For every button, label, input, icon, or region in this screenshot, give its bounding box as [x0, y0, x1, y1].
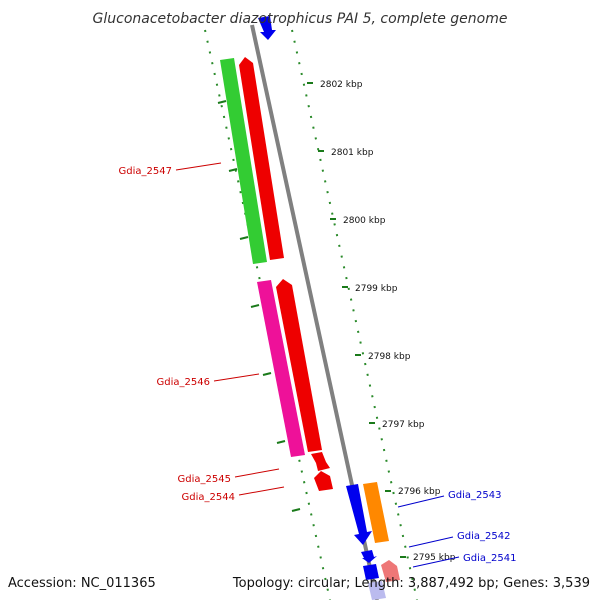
tick-label: 2801 kbp: [331, 148, 374, 158]
inner-tick: [276, 440, 286, 444]
gene-arrow-blue-2: [361, 550, 377, 563]
map-title: Gluconacetobacter diazotrophicus PAI 5, …: [93, 11, 508, 27]
tick-label: 2800 kbp: [343, 216, 386, 226]
inner-tick: [239, 236, 249, 240]
scale-tick: 2802 kbp: [307, 80, 363, 90]
gene-arrow-blue-top: [258, 16, 276, 40]
scale-tick: 2799 kbp: [342, 284, 398, 294]
gene-arrow-orange: [363, 482, 389, 543]
scale-tick: 2801 kbp: [318, 148, 374, 158]
gene-features: [220, 16, 400, 600]
inner-track-ticks: [217, 100, 301, 512]
inner-tick: [250, 304, 260, 308]
scale-ticks: 2802 kbp 2801 kbp 2800 kbp 2799 kbp 2798…: [307, 80, 456, 563]
gene-labels: Gdia_2547 Gdia_2546 Gdia_2545 Gdia_2544 …: [119, 162, 516, 568]
gene-arrow-red-small-1: [311, 452, 330, 471]
topology-text: Topology: circular; Length: 3,887,492 bp…: [232, 576, 590, 591]
scale-tick: 2798 kbp: [355, 352, 411, 362]
leader-line: [397, 495, 445, 508]
tick-label: 2795 kbp: [413, 553, 456, 563]
leader-line: [234, 468, 280, 478]
gene-label: Gdia_2547: [119, 166, 172, 177]
accession-text: Accession: NC_011365: [8, 576, 156, 591]
gene-arrow-magenta: [257, 280, 305, 457]
gene-arrow-red-1: [239, 57, 284, 260]
scale-tick: 2795 kbp: [400, 553, 456, 563]
inner-tick: [262, 372, 272, 376]
tick-label: 2802 kbp: [320, 80, 363, 90]
gene-label: Gdia_2543: [448, 490, 501, 501]
gene-arrow-red-2: [276, 279, 322, 452]
gene-arrow-pink: [381, 560, 400, 582]
gene-arrow-blue-1: [346, 484, 372, 545]
scale-tick: 2800 kbp: [330, 216, 386, 226]
gene-label: Gdia_2546: [157, 377, 210, 388]
gene-arrow-red-small-2: [314, 471, 333, 491]
gene-label: Gdia_2544: [182, 492, 235, 503]
inner-tick: [291, 508, 301, 512]
gene-label: Gdia_2541: [463, 553, 516, 564]
leader-line: [408, 536, 454, 548]
leader-line: [238, 486, 285, 496]
tick-label: 2798 kbp: [368, 352, 411, 362]
inner-tick: [228, 168, 238, 172]
gene-label: Gdia_2542: [457, 531, 510, 542]
gene-arrow-green: [220, 58, 267, 264]
scale-tick: 2797 kbp: [369, 420, 425, 430]
gene-arrow-blue-3: [363, 564, 379, 580]
gene-arrow-lavender: [368, 581, 386, 600]
inner-tick: [217, 100, 227, 104]
scale-tick: 2796 kbp: [385, 487, 441, 497]
tick-label: 2797 kbp: [382, 420, 425, 430]
leader-line: [175, 162, 222, 171]
leader-line: [213, 373, 260, 382]
tick-label: 2796 kbp: [398, 487, 441, 497]
tick-label: 2799 kbp: [355, 284, 398, 294]
leader-line: [412, 556, 460, 568]
gene-label: Gdia_2545: [178, 474, 231, 485]
